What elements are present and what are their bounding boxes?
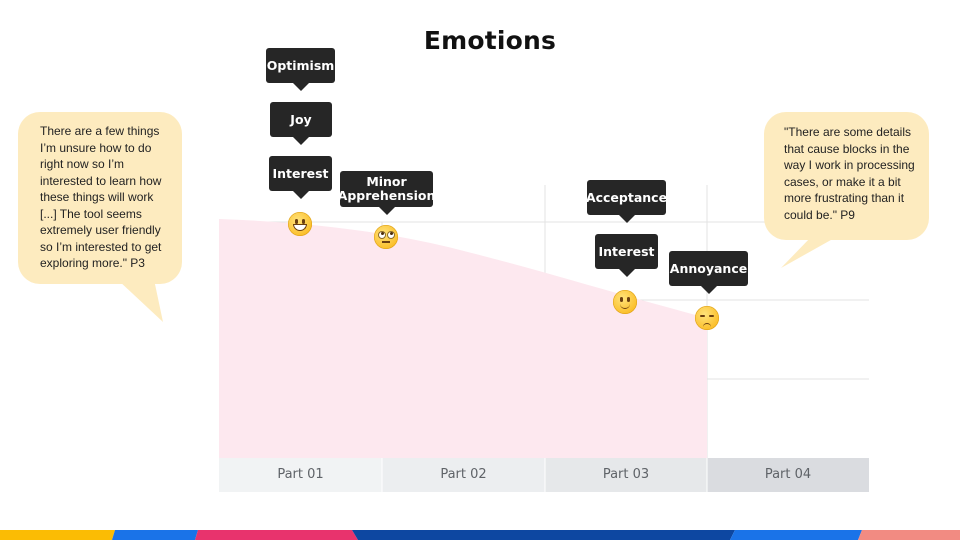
emotion-label-annoyance: Annoyance	[669, 251, 748, 294]
stripe-segment	[858, 530, 960, 540]
stripe-segment	[730, 530, 862, 540]
emotion-area	[219, 219, 707, 458]
part-label-2: Part 02	[440, 467, 487, 482]
stripe-segment	[195, 530, 358, 540]
emotion-label-interest: Interest	[269, 156, 332, 199]
quote-bubble-right: "There are some details that cause block…	[764, 112, 929, 240]
quote-bubble-left: There are a few things I’m unsure how to…	[18, 112, 182, 284]
stripe-segment	[0, 530, 115, 540]
stripe-segment	[352, 530, 735, 540]
unamused-face-icon	[695, 306, 719, 330]
part-label-1: Part 01	[277, 467, 324, 482]
part-band-2	[382, 458, 545, 492]
emotion-label-minor-apprehension: Minor Apprehension	[338, 171, 435, 215]
grinning-face-icon	[288, 212, 312, 236]
part-label-3: Part 03	[602, 467, 650, 482]
part-band-4	[707, 458, 869, 492]
part-band-3	[545, 458, 707, 492]
quote-text-left: There are a few things I’m unsure how to…	[40, 124, 162, 270]
stripe-segment	[112, 530, 198, 540]
emotion-label-interest-2: Interest	[595, 234, 658, 277]
slight-smile-face-icon	[613, 290, 637, 314]
bottom-color-stripe	[0, 530, 960, 540]
page-title: Emotions	[423, 26, 557, 55]
emotion-label-joy: Joy	[270, 102, 332, 145]
quote-text-right: "There are some details that cause block…	[784, 125, 915, 222]
part-band-1	[219, 458, 382, 492]
eye-roll-face-icon	[374, 225, 398, 249]
emotion-label-acceptance: Acceptance	[586, 180, 667, 223]
part-label-4: Part 04	[764, 467, 812, 482]
emotion-label-optimism: Optimism	[266, 48, 335, 91]
